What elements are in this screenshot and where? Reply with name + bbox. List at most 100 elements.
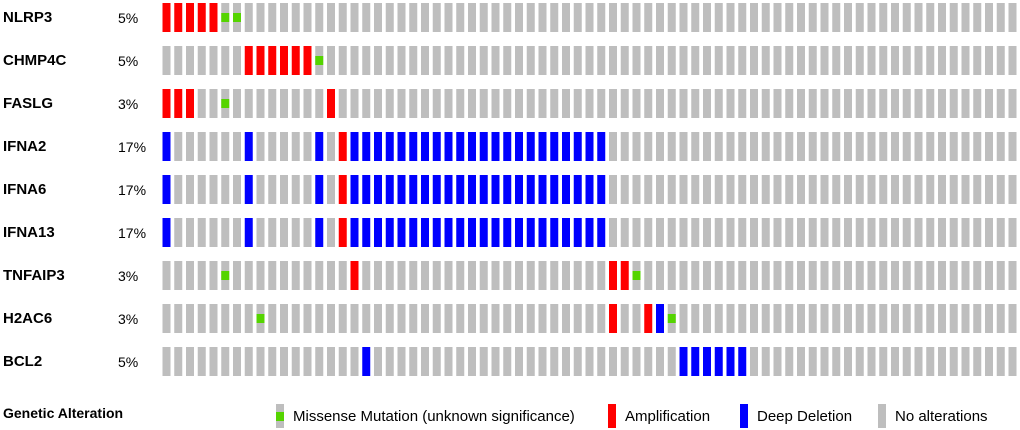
- cell-no-alteration: [891, 175, 899, 204]
- cell-no-alteration: [303, 89, 312, 118]
- cell-deep-deletion: [479, 132, 488, 161]
- cell-no-alteration: [679, 261, 688, 290]
- cell-no-alteration: [820, 89, 829, 118]
- cell-no-alteration: [644, 347, 653, 376]
- cell-no-alteration: [832, 132, 841, 161]
- cell-no-alteration: [515, 304, 523, 333]
- cell-deep-deletion: [362, 175, 371, 204]
- cell-no-alteration: [902, 218, 911, 247]
- cell-no-alteration: [432, 304, 441, 333]
- cell-no-alteration: [1008, 132, 1017, 161]
- cell-no-alteration: [949, 175, 958, 204]
- cell-no-alteration: [914, 261, 923, 290]
- cell-no-alteration: [914, 3, 923, 32]
- cell-no-alteration: [526, 46, 535, 75]
- cell-no-alteration: [233, 304, 241, 333]
- cell-no-alteration: [750, 175, 758, 204]
- cell-no-alteration: [609, 175, 617, 204]
- cell-no-alteration: [914, 132, 923, 161]
- cell-no-alteration: [985, 46, 993, 75]
- cell-no-alteration: [303, 304, 312, 333]
- cell-no-alteration: [221, 347, 230, 376]
- cell-no-alteration: [832, 218, 841, 247]
- cell-missense-mutation: [221, 13, 230, 22]
- cell-no-alteration: [562, 46, 570, 75]
- cell-amplification: [268, 46, 277, 75]
- cell-amplification: [350, 261, 359, 290]
- cell-deep-deletion: [738, 347, 747, 376]
- cell-no-alteration: [867, 46, 876, 75]
- missense-swatch: [276, 404, 284, 428]
- alteration-percent: 5%: [118, 53, 139, 69]
- cell-no-alteration: [785, 3, 794, 32]
- gene-label: H2AC6: [3, 310, 53, 327]
- cell-no-alteration: [503, 46, 512, 75]
- cell-no-alteration: [667, 347, 676, 376]
- cell-no-alteration: [773, 175, 782, 204]
- cell-no-alteration: [632, 3, 641, 32]
- cell-no-alteration: [479, 46, 488, 75]
- cell-no-alteration: [808, 46, 817, 75]
- cell-no-alteration: [327, 46, 335, 75]
- cell-no-alteration: [1008, 347, 1017, 376]
- cell-no-alteration: [797, 304, 805, 333]
- cell-no-alteration: [738, 218, 747, 247]
- cell-deep-deletion: [350, 175, 359, 204]
- gene-label: IFNA2: [3, 138, 47, 155]
- cell-no-alteration: [667, 175, 676, 204]
- cell-no-alteration: [703, 89, 711, 118]
- cell-no-alteration: [644, 46, 653, 75]
- cell-no-alteration: [996, 304, 1005, 333]
- amplification-swatch: [608, 404, 616, 428]
- cell-no-alteration: [914, 175, 923, 204]
- cell-no-alteration: [280, 3, 288, 32]
- cell-no-alteration: [315, 89, 324, 118]
- cell-no-alteration: [679, 3, 688, 32]
- cell-deep-deletion: [350, 132, 359, 161]
- cell-no-alteration: [797, 347, 805, 376]
- cell-no-alteration: [526, 347, 535, 376]
- cell-no-alteration: [186, 46, 194, 75]
- alteration-percent: 5%: [118, 354, 139, 370]
- cell-no-alteration: [949, 89, 958, 118]
- cell-no-alteration: [891, 132, 899, 161]
- cell-no-alteration: [785, 89, 794, 118]
- cell-amplification: [244, 46, 253, 75]
- cell-no-alteration: [597, 3, 606, 32]
- cell-no-alteration: [174, 46, 183, 75]
- cell-no-alteration: [338, 261, 347, 290]
- cell-no-alteration: [1008, 3, 1017, 32]
- cell-no-alteration: [656, 261, 664, 290]
- cell-no-alteration: [691, 261, 700, 290]
- cell-no-alteration: [938, 3, 946, 32]
- cell-no-alteration: [961, 304, 970, 333]
- cell-no-alteration: [515, 89, 523, 118]
- cell-no-alteration: [503, 261, 512, 290]
- cell-no-alteration: [491, 3, 500, 32]
- cell-no-alteration: [186, 261, 194, 290]
- cell-no-alteration: [632, 175, 641, 204]
- cell-deep-deletion: [585, 175, 594, 204]
- legend-title: Genetic Alteration: [3, 405, 124, 421]
- cell-no-alteration: [691, 218, 700, 247]
- deletion-swatch: [740, 404, 748, 428]
- cell-no-alteration: [961, 261, 970, 290]
- cell-no-alteration: [397, 89, 406, 118]
- cell-no-alteration: [421, 3, 429, 32]
- cell-no-alteration: [456, 347, 465, 376]
- cell-amplification: [197, 3, 206, 32]
- cell-deep-deletion: [550, 218, 559, 247]
- cell-no-alteration: [468, 3, 476, 32]
- cell-no-alteration: [538, 304, 547, 333]
- cell-no-alteration: [327, 132, 335, 161]
- cell-no-alteration: [573, 89, 582, 118]
- cell-no-alteration: [174, 347, 183, 376]
- cell-amplification: [186, 3, 194, 32]
- cell-no-alteration: [797, 261, 805, 290]
- cell-no-alteration: [938, 46, 946, 75]
- cell-no-alteration: [750, 132, 758, 161]
- cell-no-alteration: [879, 3, 888, 32]
- cell-no-alteration: [703, 175, 711, 204]
- cell-no-alteration: [926, 132, 935, 161]
- cell-no-alteration: [832, 46, 841, 75]
